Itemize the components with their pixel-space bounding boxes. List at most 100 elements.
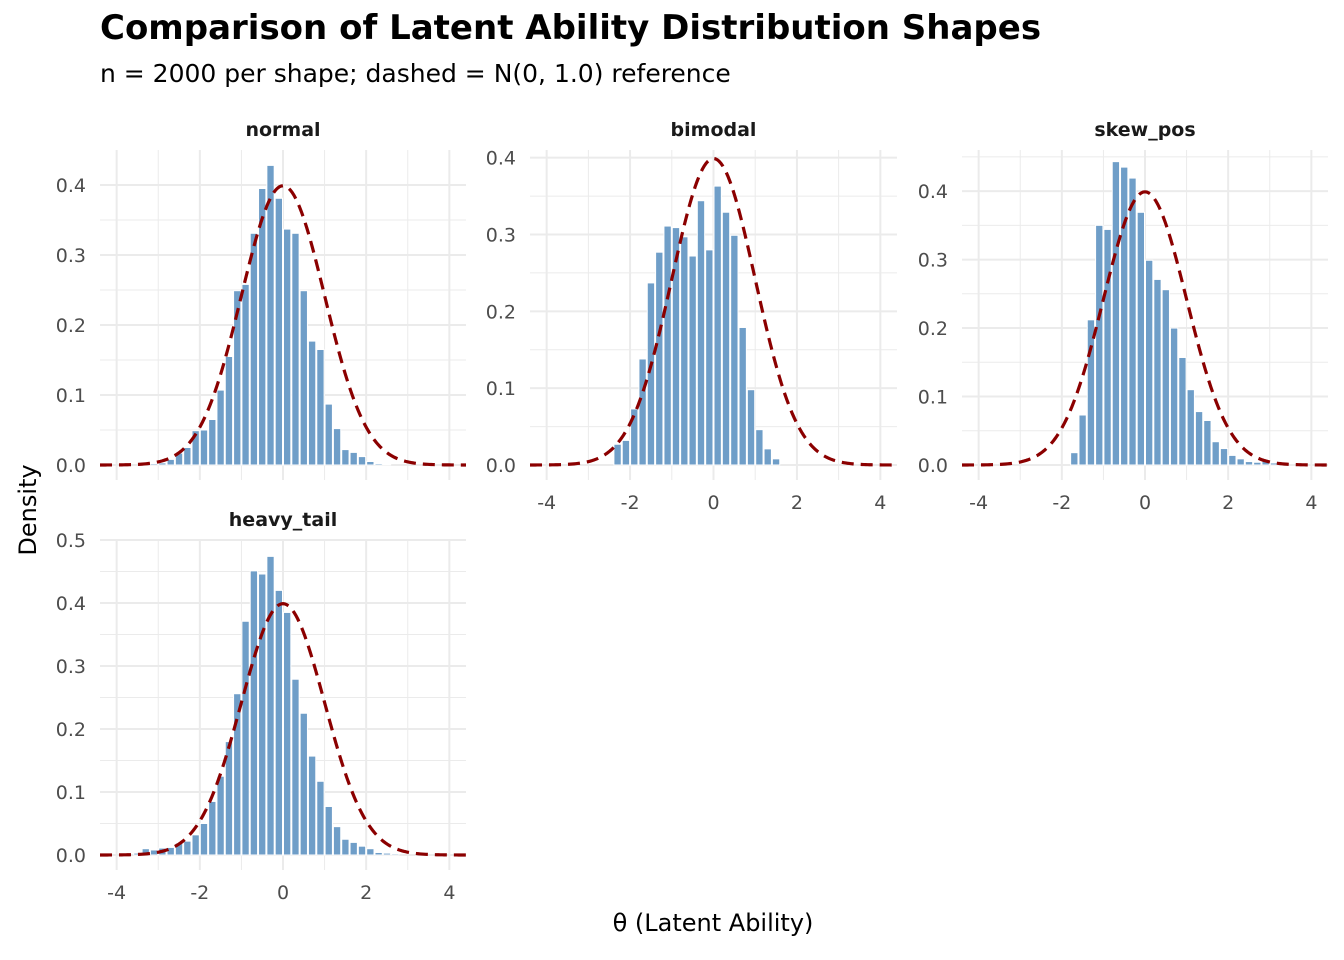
reference-curve [530, 156, 897, 467]
histogram-bar [1194, 411, 1204, 466]
histogram-bar [307, 755, 317, 856]
histogram-bar [191, 430, 200, 466]
y-tick-label: 0.2 [486, 301, 516, 323]
histogram-bar [249, 232, 259, 466]
y-tick-label: 0.1 [486, 378, 516, 400]
y-tick-label: 0.0 [56, 845, 86, 867]
y-tick-label: 0.4 [56, 175, 86, 197]
x-tick-label: -4 [537, 492, 556, 514]
histogram-bar [646, 282, 656, 466]
histogram-bar [613, 443, 622, 466]
facet-panels: 0.0 0.1 0.2 0.3 0.4 normal 0.0 0.1 0.2 0.3 0.4 -4 -2… [56, 119, 1328, 904]
histogram-bar [191, 834, 200, 856]
histogram-bar [663, 225, 672, 466]
histogram-bar [158, 462, 167, 466]
histogram-bar [258, 573, 267, 856]
reference-curve [100, 184, 466, 467]
histogram-bar [299, 290, 308, 466]
histogram-bar [382, 852, 392, 856]
histogram-bar [382, 463, 392, 466]
x-tick-label: -2 [621, 492, 640, 514]
histogram-bar [274, 197, 284, 466]
panel-normal: 0.0 0.1 0.2 0.3 0.4 normal [56, 119, 466, 480]
x-tick-label: -4 [107, 882, 126, 904]
y-tick-label: 0.2 [56, 315, 86, 337]
histogram-bar [283, 611, 292, 856]
histogram-bar [183, 840, 192, 856]
histogram-bar [1186, 389, 1195, 466]
histogram-bar [1178, 356, 1187, 466]
panel-heavy_tail: 0.0 0.1 0.2 0.3 0.4 0.5 -4 -2 0 2 4 heavy_tail [56, 509, 466, 904]
histogram-bar [241, 283, 250, 466]
x-tick-label: -2 [1052, 492, 1071, 514]
histogram-bar [341, 449, 350, 466]
histogram-bar [149, 849, 159, 856]
histogram-bar [1253, 461, 1262, 466]
histogram-bar [357, 456, 367, 466]
histogram-bar [199, 823, 209, 856]
histogram-bar [349, 451, 358, 466]
facet-strip-label: skew_pos [1094, 119, 1195, 141]
histogram-bar [324, 403, 333, 466]
x-tick-label: 4 [874, 492, 886, 514]
facet-strip-label: normal [245, 119, 320, 141]
y-tick-label: 0.2 [918, 318, 948, 340]
chart-title: Comparison of Latent Ability Distributio… [100, 8, 1042, 48]
histogram-bar [1136, 211, 1145, 466]
y-tick-label: 0.4 [56, 593, 86, 615]
histogram-bar [258, 188, 267, 466]
histogram-bar [746, 389, 756, 466]
y-tick-label: 0.0 [486, 455, 516, 477]
x-tick-label: 4 [443, 882, 455, 904]
histogram-bar [316, 349, 325, 466]
histogram-bar [755, 429, 764, 466]
histogram-bar [332, 826, 342, 856]
y-tick-label: 0.1 [918, 387, 948, 409]
histogram-bar [713, 185, 722, 466]
y-tick-label: 0.3 [56, 245, 86, 267]
histogram-bar [233, 693, 242, 856]
y-tick-label: 0.0 [918, 455, 948, 477]
histogram-bar [638, 358, 647, 466]
histogram-bar [1161, 289, 1170, 466]
histogram-bar [621, 439, 631, 466]
histogram-bar [1228, 454, 1237, 466]
histogram-bar [349, 841, 358, 856]
histogram-bar [299, 712, 308, 856]
histogram-bar [357, 845, 367, 856]
y-tick-label: 0.3 [486, 225, 516, 247]
histogram-bar [1070, 452, 1079, 466]
histogram-bar [1153, 278, 1162, 466]
y-tick-label: 0.3 [56, 656, 86, 678]
chart-subtitle: n = 2000 per shape; dashed = N(0, 1.0) r… [100, 59, 731, 88]
histogram-bar [149, 463, 159, 466]
histogram-bar [366, 461, 375, 466]
histogram-bar [1244, 461, 1254, 466]
histogram-bar [374, 463, 383, 466]
histogram-bar [630, 408, 639, 466]
histogram-bar [216, 775, 225, 856]
facet-strip-label: bimodal [671, 119, 757, 141]
histogram-bar [1211, 441, 1220, 466]
histogram-bar [241, 620, 250, 856]
histogram-bar [341, 838, 350, 856]
histogram-bar [291, 232, 300, 466]
histogram-bar [1078, 414, 1087, 466]
histogram-bar [166, 458, 175, 466]
panel-bimodal: 0.0 0.1 0.2 0.3 0.4 -4 -2 0 2 4 bimodal [486, 119, 897, 514]
histogram-bar [730, 234, 739, 466]
histogram-bar [1203, 419, 1212, 466]
histogram-bar [249, 570, 259, 856]
histogram-bar [283, 228, 292, 466]
histogram-bar [332, 428, 342, 466]
histogram-bar [274, 589, 284, 856]
y-tick-label: 0.1 [56, 385, 86, 407]
histogram-bar [688, 255, 697, 466]
histogram-bar [738, 326, 747, 466]
reference-curve [962, 190, 1328, 467]
x-tick-label: 0 [707, 492, 719, 514]
x-tick-label: 2 [791, 492, 803, 514]
x-tick-label: -2 [190, 882, 209, 904]
y-tick-label: 0.1 [56, 782, 86, 804]
y-tick-label: 0.3 [918, 250, 948, 272]
